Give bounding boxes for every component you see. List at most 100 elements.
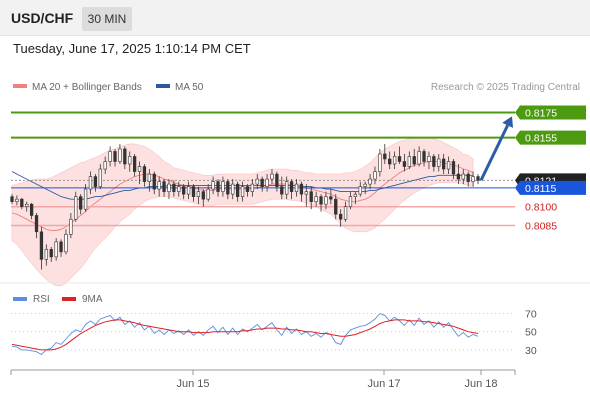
candle xyxy=(162,179,166,197)
candle xyxy=(54,238,58,261)
candle xyxy=(270,169,274,185)
candle-body xyxy=(186,186,191,195)
candle-body xyxy=(280,186,284,195)
candle-body xyxy=(69,218,73,235)
candle-body xyxy=(245,186,250,192)
candle xyxy=(98,164,102,190)
candle xyxy=(226,179,230,200)
candle-body xyxy=(142,166,147,182)
candle-body xyxy=(25,203,29,207)
candle xyxy=(329,189,333,205)
rsi-lines xyxy=(11,313,479,355)
rsi-tick-label: 50 xyxy=(525,327,537,339)
candle-body xyxy=(167,183,171,192)
candle xyxy=(93,174,98,192)
instrument-title: USD/CHF xyxy=(11,10,74,26)
candle xyxy=(363,181,367,195)
candle-body xyxy=(216,181,220,192)
candle xyxy=(427,151,431,170)
header-bar: USD/CHF 30 MIN xyxy=(0,0,590,36)
candle-body xyxy=(471,176,475,182)
candle-body xyxy=(363,183,367,187)
research-credit: Research © 2025 Trading Central xyxy=(431,82,580,93)
candle-body xyxy=(422,151,426,162)
candle xyxy=(348,191,353,210)
candle-body xyxy=(226,181,230,195)
timeframe-button[interactable]: 30 MIN xyxy=(82,7,132,31)
candle xyxy=(25,201,29,212)
candle-body xyxy=(446,161,451,170)
x-tick-label: Jun 17 xyxy=(367,378,400,390)
candle-body xyxy=(221,181,225,192)
candle xyxy=(402,153,407,172)
candle xyxy=(397,146,402,165)
candle-body xyxy=(201,191,205,200)
candle xyxy=(319,194,323,212)
candle-body xyxy=(368,178,372,185)
price-tag-background xyxy=(515,105,586,120)
rsi-legend: RSI 9MA xyxy=(13,294,103,305)
candle-body xyxy=(74,196,78,220)
legend-rsi-swatch xyxy=(13,297,27,301)
candle xyxy=(59,239,63,257)
candle-body xyxy=(388,158,392,165)
rsi-tick-label: 70 xyxy=(525,309,537,321)
candles xyxy=(10,143,480,270)
candle xyxy=(334,194,338,220)
candle-body xyxy=(49,249,53,258)
candle xyxy=(304,184,308,207)
candle xyxy=(285,176,289,200)
legend-9ma-swatch xyxy=(62,297,76,301)
support-label: 0.8100 xyxy=(525,202,557,214)
main-legend: MA 20 + Bollinger Bands MA 50 xyxy=(13,82,204,93)
candle-body xyxy=(427,156,431,162)
candle xyxy=(69,212,73,239)
candle xyxy=(446,156,451,175)
support-label-tag: 0.8100 xyxy=(525,202,557,214)
candle xyxy=(64,229,68,255)
candle xyxy=(314,191,318,207)
candle-body xyxy=(103,161,107,170)
candle xyxy=(167,179,171,200)
candle xyxy=(10,194,14,205)
candle-body xyxy=(29,203,34,216)
legend-ma50-swatch xyxy=(156,84,170,88)
candle-body xyxy=(309,191,313,202)
candle-body xyxy=(132,156,137,172)
candle xyxy=(74,191,78,222)
candle xyxy=(103,156,107,175)
price-tag-background xyxy=(515,180,586,195)
candle xyxy=(343,201,348,222)
candle-body xyxy=(319,196,323,205)
time-axis: Jun 15 Jun 17 Jun 18 xyxy=(10,369,516,390)
candle xyxy=(221,176,225,197)
candle-body xyxy=(98,168,102,187)
candle-body xyxy=(88,176,93,190)
candle xyxy=(108,146,112,167)
pivot-label: 0.8115 xyxy=(525,183,556,195)
candle-body xyxy=(417,151,421,165)
candle xyxy=(412,148,416,167)
candle xyxy=(152,171,156,195)
candle-body xyxy=(407,156,411,167)
candle-body xyxy=(265,178,269,187)
candle-body xyxy=(10,196,14,202)
candle-body xyxy=(329,196,333,200)
candle xyxy=(49,246,53,262)
legend-ma50-label: MA 50 xyxy=(175,82,204,93)
candle xyxy=(44,244,48,266)
candle-body xyxy=(343,206,348,220)
candle-body xyxy=(196,191,201,197)
candle-body xyxy=(59,241,63,253)
candle-body xyxy=(123,148,127,165)
candle-body xyxy=(157,181,161,190)
candle-body xyxy=(34,215,39,233)
candle-body xyxy=(83,188,88,210)
candle xyxy=(235,181,240,202)
candle xyxy=(442,153,446,175)
candle-body xyxy=(314,196,318,202)
pivot-label-tag: 0.8115 xyxy=(515,180,586,195)
candle-body xyxy=(461,173,465,180)
